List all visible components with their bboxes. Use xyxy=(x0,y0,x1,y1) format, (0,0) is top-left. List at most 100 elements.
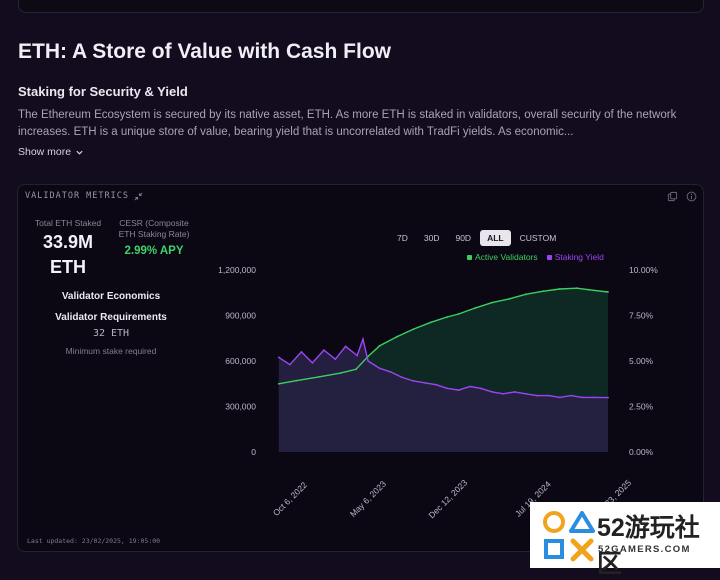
yield-point xyxy=(491,391,493,393)
yield-point xyxy=(289,363,291,366)
legend-label-yield: Staking Yield xyxy=(554,252,604,262)
yield-point xyxy=(502,392,505,395)
validators-point xyxy=(474,307,477,309)
minimum-stake-value: 32 ETH xyxy=(92,328,130,339)
total-staked-label: Total ETH Staked xyxy=(34,218,102,228)
y-right-tick-label: 5.00% xyxy=(629,356,654,366)
validators-point xyxy=(558,288,561,290)
yield-point xyxy=(423,381,426,384)
validators-point xyxy=(355,368,357,371)
yield-point xyxy=(300,351,303,353)
cesr-metric: CESR (Composite ETH Staking Rate) 2.99% … xyxy=(110,218,198,257)
y-right-tick-label: 2.50% xyxy=(629,402,654,412)
x-tick-label: Dec 12, 2023 xyxy=(426,477,469,520)
yield-point xyxy=(367,360,369,362)
legend-swatch-validators xyxy=(467,254,472,260)
validators-point xyxy=(524,293,527,296)
validators-point xyxy=(277,382,280,385)
yield-point xyxy=(378,367,381,370)
range-7d-button[interactable]: 7D xyxy=(397,233,408,243)
cesr-label-line1: CESR (Composite xyxy=(119,218,189,228)
y-left-tick-label: 300,000 xyxy=(225,402,256,412)
section-title: ETH: A Store of Value with Cash Flow xyxy=(18,40,391,63)
validators-point xyxy=(607,291,609,293)
y-right-tick-label: 7.50% xyxy=(629,311,654,321)
cesr-value: 2.99% APY xyxy=(124,245,184,257)
x-tick-label: Oct 6, 2022 xyxy=(271,480,309,518)
yield-point xyxy=(344,345,347,348)
validator-requirements-heading: Validator Requirements xyxy=(55,312,167,323)
yield-point xyxy=(435,383,437,386)
validator-chart: 0 300,000 600,000 900,000 1,200,000 0.00% 2.50… xyxy=(218,265,658,520)
validators-point xyxy=(446,316,448,318)
validators-point xyxy=(378,344,381,347)
show-more-button[interactable]: Show more xyxy=(18,146,84,158)
yield-point xyxy=(356,354,358,357)
yield-point xyxy=(581,396,584,399)
validators-point xyxy=(576,287,578,290)
card-header-actions xyxy=(667,191,697,202)
y-left-tick-label: 600,000 xyxy=(225,356,256,366)
legend-label-validators: Active Validators xyxy=(475,252,538,262)
validators-point xyxy=(587,288,590,291)
yield-point xyxy=(323,349,325,351)
yield-point xyxy=(401,376,403,379)
last-updated: Last updated: 23/02/2025, 19:05:00 xyxy=(27,537,161,545)
validators-point xyxy=(457,313,460,315)
validator-metrics-card: VALIDATOR METRICS Total ETH Staked 33.9M… xyxy=(17,184,704,552)
y-left-tick-label: 900,000 xyxy=(225,311,256,321)
validators-point xyxy=(430,321,432,324)
chart-legend: Active Validators Staking Yield xyxy=(467,252,604,262)
watermark-logo-subtext: 52GAMERS.COM xyxy=(598,544,691,555)
info-icon[interactable] xyxy=(686,191,697,202)
yield-point xyxy=(362,338,364,341)
yield-point xyxy=(334,358,337,361)
total-staked-unit: ETH xyxy=(50,257,86,277)
yield-point xyxy=(536,394,539,397)
validators-point xyxy=(412,328,415,330)
yield-point xyxy=(446,387,448,390)
validators-point xyxy=(295,379,298,382)
yield-point xyxy=(607,396,609,399)
validators-point xyxy=(317,376,320,378)
minimum-stake-note: Minimum stake required xyxy=(65,346,157,356)
chevron-down-icon xyxy=(76,150,83,155)
validators-point xyxy=(542,290,545,293)
previous-card-edge xyxy=(18,0,704,13)
site-watermark: 52游玩社区 52GAMERS.COM xyxy=(530,502,720,578)
legend-item-validators[interactable]: Active Validators xyxy=(467,252,538,262)
legend-swatch-yield xyxy=(546,254,552,260)
range-30d-button[interactable]: 30D xyxy=(423,233,440,243)
show-more-label: Show more xyxy=(18,146,72,158)
range-all-button[interactable]: ALL xyxy=(480,230,511,246)
collapse-icon[interactable] xyxy=(134,192,143,201)
validators-point xyxy=(339,372,342,374)
validators-point xyxy=(491,301,493,304)
validators-point xyxy=(508,297,511,300)
yield-area xyxy=(278,339,608,452)
yield-point xyxy=(311,361,314,364)
yield-point xyxy=(547,394,550,397)
yield-point xyxy=(592,396,595,399)
y-left-tick-label: 1,200,000 xyxy=(218,265,256,275)
copy-icon[interactable] xyxy=(667,191,678,202)
section-subtitle: Staking for Security & Yield xyxy=(18,84,188,99)
legend-item-yield[interactable]: Staking Yield xyxy=(546,252,604,262)
yield-point xyxy=(524,392,527,395)
time-range-selector: 7D 30D 90D ALL CUSTOM xyxy=(390,230,563,246)
watermark-logo-icon xyxy=(543,511,595,562)
yield-point xyxy=(389,371,392,373)
yield-point xyxy=(469,385,471,388)
validators-point xyxy=(396,335,398,338)
card-title: VALIDATOR METRICS xyxy=(25,191,129,201)
yield-point xyxy=(412,380,415,382)
yield-point xyxy=(513,391,516,393)
range-90d-button[interactable]: 90D xyxy=(455,233,472,243)
validator-economics-heading: Validator Economics xyxy=(61,291,161,302)
y-left-tick-label: 0 xyxy=(251,447,256,457)
yield-point xyxy=(277,356,280,359)
range-custom-button[interactable]: CUSTOM xyxy=(519,233,557,243)
total-staked-value: 33.9M xyxy=(42,232,94,252)
yield-point xyxy=(457,389,460,391)
y-right-tick-label: 0.00% xyxy=(629,447,654,457)
